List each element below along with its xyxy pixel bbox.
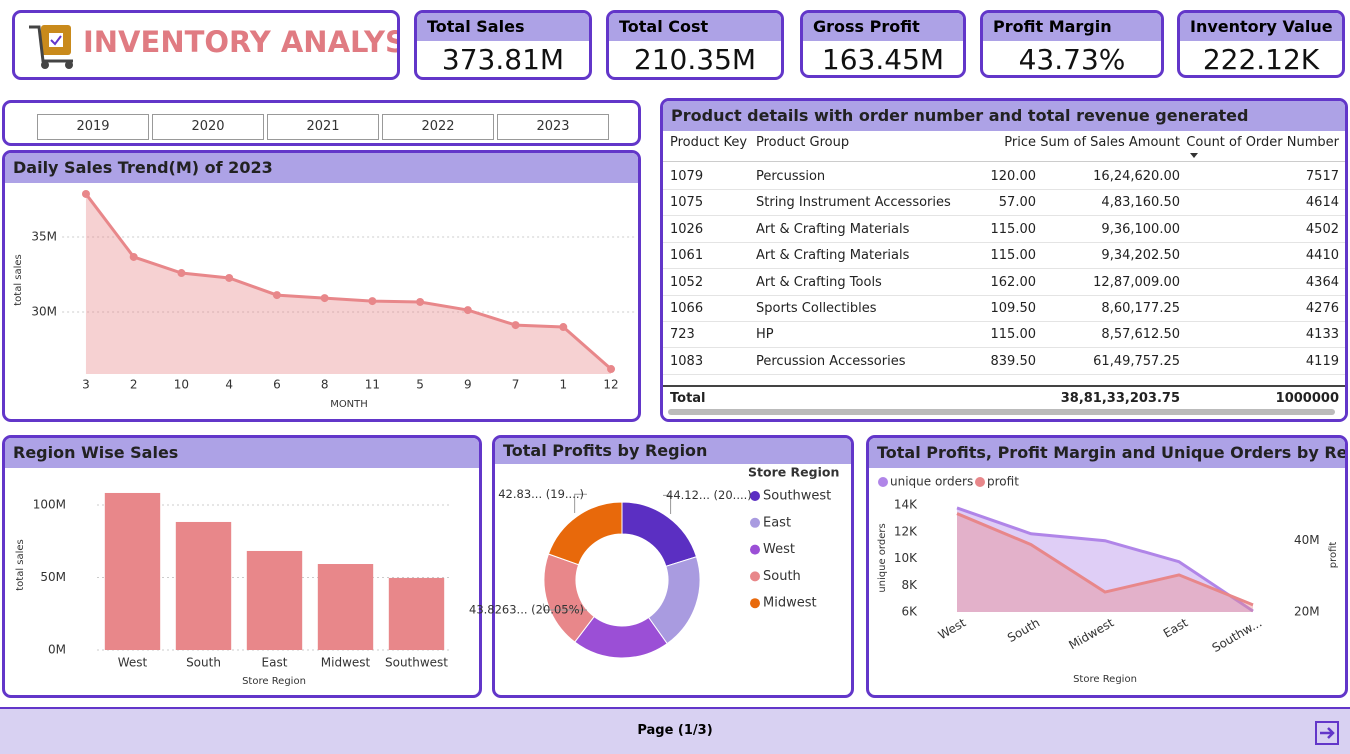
kpi-label: Inventory Value — [1180, 13, 1342, 41]
kpi-label: Total Sales — [417, 13, 589, 41]
kpi-value: 43.73% — [1018, 43, 1126, 76]
table-cell: 9,34,202.50 — [1101, 248, 1180, 264]
row-rule — [663, 321, 1345, 322]
table-title: Product details with order number and to… — [663, 101, 1345, 131]
table-cell: 1026 — [670, 221, 704, 237]
table-cell: 1000000 — [1275, 391, 1339, 406]
kpi-label: Gross Profit — [803, 13, 963, 41]
kpi-card: Profit Margin 43.73% — [980, 10, 1164, 78]
table-cell: 4,83,160.50 — [1101, 195, 1180, 211]
table-cell: 12,87,009.00 — [1093, 274, 1180, 290]
row-rule — [663, 373, 1345, 375]
table-cell: Sports Collectibles — [756, 301, 877, 316]
table-cell: 8,57,612.50 — [1101, 327, 1180, 343]
table-cell: 115.00 — [990, 248, 1037, 264]
year-button[interactable]: 2023 — [497, 114, 609, 140]
table-cell: 1066 — [670, 301, 704, 316]
row-rule — [663, 294, 1345, 296]
table-cell: 4133 — [1305, 327, 1339, 343]
sort-indicator — [1190, 153, 1198, 158]
logo-icon — [29, 25, 73, 69]
sales-trend-panel: Daily Sales Trend(M) of 2023 — [2, 150, 641, 422]
chart-title: Total Profits by Region — [495, 438, 851, 464]
year-button[interactable]: 2020 — [152, 114, 264, 140]
next-page-button[interactable] — [1315, 721, 1339, 745]
year-button[interactable]: 2019 — [37, 114, 149, 140]
table-cell: 4502 — [1305, 221, 1339, 237]
table-cell: Art & Crafting Materials — [756, 248, 910, 264]
table-cell: Product Key — [670, 135, 748, 150]
table-cell: 115.00 — [990, 221, 1037, 237]
row-rule — [663, 268, 1345, 270]
kpi-card: Inventory Value 222.12K — [1177, 10, 1345, 78]
table-cell: HP — [756, 327, 774, 343]
profit-donut-panel: Total Profits by Region — [492, 435, 854, 698]
kpi-card: Total Sales 373.81M — [414, 10, 592, 80]
product-table: Product details with order number and to… — [660, 98, 1348, 422]
combo-panel: Total Profits, Profit Margin and Unique … — [866, 435, 1348, 698]
year-button[interactable]: 2022 — [382, 114, 494, 140]
kpi-value: 210.35M — [633, 43, 757, 76]
chart-title: Daily Sales Trend(M) of 2023 — [5, 153, 638, 183]
table-cell: String Instrument Accessories — [756, 195, 951, 211]
kpi-value: 163.45M — [821, 43, 945, 76]
footer: Page (1/3) — [0, 707, 1350, 754]
table-cell: 839.50 — [990, 353, 1037, 369]
page-title: INVENTORY ANALYSIS — [83, 25, 397, 59]
page-indicator: Page (1/3) — [637, 723, 713, 738]
scrollbar — [668, 409, 1335, 415]
table-cell: 8,60,177.25 — [1101, 301, 1180, 316]
table-cell: 61,49,757.25 — [1093, 353, 1180, 369]
table-cell: 1079 — [670, 169, 704, 184]
table-cell: 1075 — [670, 195, 704, 211]
kpi-card: Total Cost 210.35M — [606, 10, 784, 80]
table-cell: 4410 — [1305, 248, 1339, 264]
kpi-value: 373.81M — [441, 43, 565, 76]
kpi-label: Total Cost — [609, 13, 781, 41]
row-rule — [663, 189, 1345, 190]
kpi-card: Gross Profit 163.45M — [800, 10, 966, 78]
table-cell: Percussion Accessories — [756, 353, 906, 369]
table-cell: Percussion — [756, 169, 826, 184]
table-cell: 1061 — [670, 248, 704, 264]
region-sales-panel: Region Wise Sales — [2, 435, 482, 698]
title-card: INVENTORY ANALYSIS — [12, 10, 400, 80]
row-rule — [663, 215, 1345, 217]
kpi-label: Profit Margin — [983, 13, 1161, 41]
table-cell: 4364 — [1305, 274, 1339, 290]
row-rule — [663, 347, 1345, 349]
chart-title: Total Profits, Profit Margin and Unique … — [869, 438, 1345, 468]
kpi-value: 222.12K — [1202, 43, 1320, 76]
table-cell: Art & Crafting Materials — [756, 221, 910, 237]
table-cell: 1083 — [670, 353, 704, 369]
table-cell: 7517 — [1305, 169, 1339, 184]
header-rule — [663, 161, 1345, 162]
table-cell: Product Group — [756, 135, 850, 150]
table-cell: Sum of Sales Amount — [1040, 135, 1180, 150]
table-cell: 16,24,620.00 — [1093, 169, 1180, 184]
table-cell: 9,36,100.00 — [1101, 221, 1180, 237]
table-cell: 115.00 — [990, 327, 1037, 343]
table-cell: 120.00 — [990, 169, 1037, 184]
table-cell: 4614 — [1305, 195, 1339, 211]
table-cell: Total — [670, 391, 706, 406]
table-cell: 162.00 — [990, 274, 1037, 290]
table-cell: 57.00 — [998, 195, 1036, 211]
table-cell: Count of Order Number — [1186, 135, 1339, 150]
table-cell: 4276 — [1305, 301, 1339, 316]
chart-title: Region Wise Sales — [5, 438, 479, 468]
total-rule — [663, 385, 1345, 419]
table-cell: 723 — [670, 327, 695, 343]
table-cell: 1052 — [670, 274, 704, 290]
row-rule — [663, 241, 1345, 243]
table-cell: 4119 — [1305, 353, 1339, 369]
table-cell: 109.50 — [990, 301, 1037, 316]
year-button[interactable]: 2021 — [267, 114, 379, 140]
table-cell: Price — [1004, 135, 1036, 150]
table-cell: 38,81,33,203.75 — [1060, 391, 1180, 406]
table-cell: Art & Crafting Tools — [756, 274, 882, 290]
